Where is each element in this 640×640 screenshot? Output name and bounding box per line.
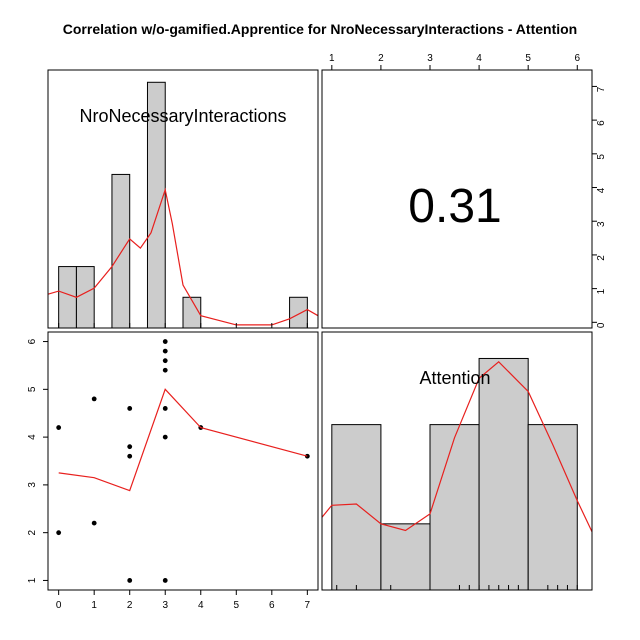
scatter-point — [162, 348, 168, 354]
right-axis-tick-label: 7 — [596, 86, 607, 92]
hist-bar — [331, 424, 382, 591]
variable-label-attention: Attention — [419, 368, 490, 388]
hist-bar — [289, 296, 308, 329]
top-axis-tick-label: 5 — [525, 53, 531, 64]
bottom-axis-tick-label: 1 — [91, 600, 97, 611]
hist-bar — [58, 266, 77, 329]
right-axis-tick-label: 6 — [596, 120, 607, 126]
variable-label-nronecessaryinteractions: NroNecessaryInteractions — [79, 106, 286, 126]
scatter-point — [304, 453, 310, 459]
scatter-point — [162, 358, 168, 364]
hist-bar — [380, 523, 431, 591]
top-axis-tick-label: 4 — [476, 53, 482, 64]
scatter-point — [162, 339, 168, 344]
hist-bar — [75, 266, 95, 329]
chart-title: Correlation w/o-gamified.Apprentice for … — [63, 21, 577, 37]
hist-bar — [182, 296, 202, 329]
scatter-point — [162, 367, 168, 373]
top-axis-tick-label: 2 — [378, 53, 384, 64]
hist-bar — [527, 424, 578, 591]
left-axis-tick-label: 2 — [27, 529, 38, 535]
bottom-axis-tick-label: 2 — [127, 600, 133, 611]
scatter-point — [127, 453, 133, 459]
top-axis-tick-label: 1 — [329, 53, 335, 64]
bottom-axis-tick-label: 7 — [305, 600, 311, 611]
bottom-axis-tick-label: 5 — [234, 600, 240, 611]
bottom-axis-tick-label: 6 — [269, 600, 275, 611]
hist-bar — [429, 424, 480, 591]
scatter-point — [127, 406, 133, 411]
right-axis-tick-label: 1 — [596, 288, 607, 294]
panel-frame — [47, 69, 319, 329]
right-axis-tick-label: 4 — [596, 187, 607, 193]
scatter-point — [56, 530, 62, 536]
scatter-point — [162, 578, 168, 583]
top-axis-tick-label: 3 — [427, 53, 433, 64]
smooth-line — [58, 388, 308, 492]
hist-bar — [111, 173, 131, 329]
bottom-axis-tick-label: 0 — [56, 600, 62, 611]
right-axis-tick-label: 2 — [596, 255, 607, 261]
scatter-point — [127, 444, 133, 450]
right-axis-tick-label: 0 — [596, 322, 607, 328]
left-axis-tick-label: 4 — [27, 434, 38, 440]
left-axis-tick-label: 6 — [27, 338, 38, 344]
panel-frame — [321, 331, 593, 591]
density-curve — [321, 360, 593, 533]
hist-bar — [478, 357, 529, 591]
right-axis-tick-label: 3 — [596, 221, 607, 227]
scatter-point — [91, 520, 97, 526]
left-axis-tick-label: 5 — [27, 386, 38, 392]
left-axis-tick-label: 1 — [27, 577, 38, 583]
pairs-plot: 1 2 3 4 5 6 0 1 2 3 4 5 6 7 0 1 2 3 4 5 6 7 1 2 3 4 5 6 — [27, 53, 607, 611]
scatter-point — [56, 425, 62, 430]
correlation-value: 0.31 — [408, 180, 501, 233]
bottom-axis-tick-label: 3 — [162, 600, 168, 611]
scatter-point — [91, 396, 97, 402]
scatter-point — [162, 434, 168, 440]
right-axis-tick-label: 5 — [596, 154, 607, 160]
scatter-point — [162, 406, 168, 411]
top-axis-tick-label: 6 — [574, 53, 580, 64]
bottom-axis-tick-label: 4 — [198, 600, 204, 611]
scatter-point — [127, 578, 133, 583]
density-curve — [47, 187, 319, 326]
left-axis-tick-label: 3 — [27, 482, 38, 488]
panel-frame — [47, 331, 319, 591]
